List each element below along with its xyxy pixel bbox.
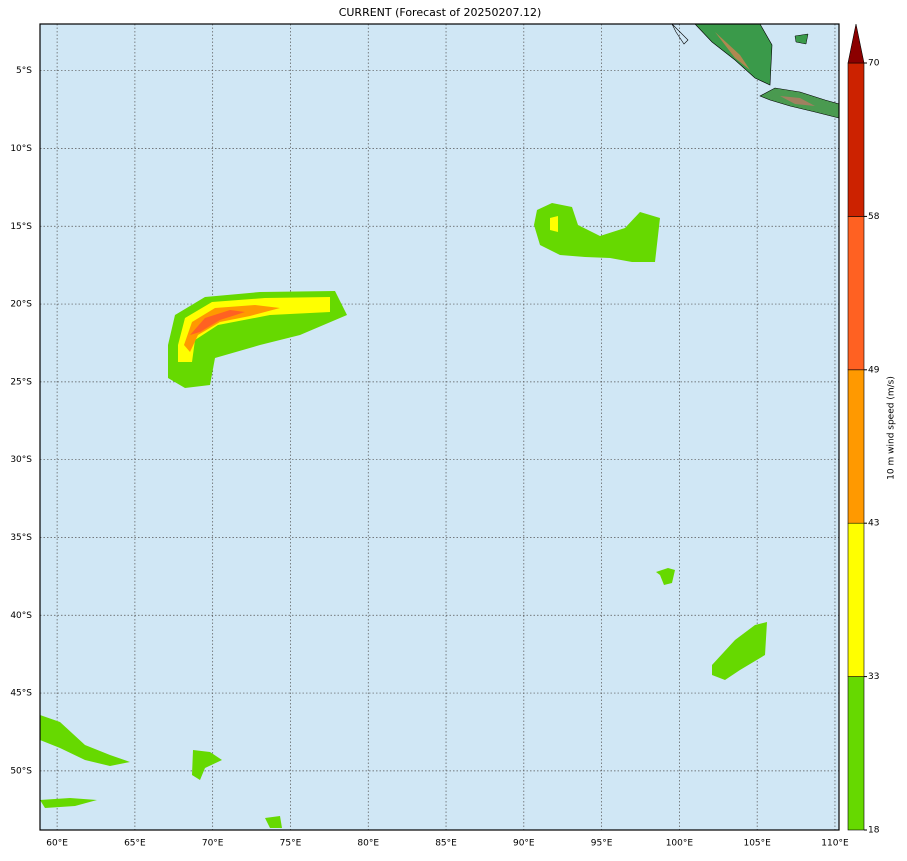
wind-region — [190, 310, 245, 335]
y-tick-label: 50°S — [10, 766, 32, 776]
wind-region — [656, 568, 675, 585]
plot-frame — [39, 23, 840, 831]
colorbar-segment — [847, 676, 865, 831]
wind-region — [550, 216, 558, 232]
wind-region — [534, 203, 660, 262]
ocean — [40, 24, 839, 830]
colorbar-label: 10 m wind speed (m/s) — [887, 376, 897, 480]
x-tick-label: 65°E — [124, 839, 146, 849]
colorbar-tick-label: 58 — [868, 212, 880, 222]
colorbar-tick-label: 33 — [868, 672, 879, 682]
y-tick-label: 45°S — [10, 689, 32, 699]
colorbar-tick-label: 49 — [868, 365, 880, 375]
x-tick-label: 80°E — [357, 839, 379, 849]
x-tick-label: 100°E — [666, 839, 694, 849]
wind-region — [712, 622, 767, 680]
wind-region — [192, 750, 222, 780]
x-tick-label: 90°E — [513, 839, 535, 849]
chart-title: CURRENT (Forecast of 20250207.12) — [339, 6, 542, 19]
x-tick-label: 110°E — [821, 839, 849, 849]
wind-region — [40, 798, 97, 808]
y-tick-label: 20°S — [10, 300, 32, 310]
land-relief — [780, 96, 815, 106]
land-island — [794, 33, 809, 45]
y-tick-label: 15°S — [10, 222, 32, 232]
x-tick-label: 60°E — [46, 839, 68, 849]
colorbar-segment — [847, 522, 865, 677]
land-relief — [715, 32, 750, 70]
colorbar-segment — [847, 216, 865, 371]
y-tick-label: 40°S — [10, 611, 32, 621]
wind-region — [184, 305, 280, 352]
y-tick-label: 35°S — [10, 533, 32, 543]
y-tick-label: 25°S — [10, 377, 32, 387]
colorbar-extend — [847, 23, 865, 64]
x-tick-label: 105°E — [743, 839, 771, 849]
colorbar-segment — [847, 369, 865, 524]
colorbar-tick-label: 18 — [868, 826, 880, 836]
colorbar: 18 33 43 49 58 70 — [847, 23, 880, 836]
wind-region — [265, 816, 282, 828]
x-tick-label: 95°E — [591, 839, 613, 849]
colorbar-tick-label: 70 — [868, 59, 880, 69]
colorbar-tick-label: 43 — [868, 519, 879, 529]
y-tick-label: 30°S — [10, 455, 32, 465]
wind-region — [40, 715, 130, 766]
y-tick-label: 10°S — [10, 144, 32, 154]
grid — [40, 24, 839, 830]
colorbar-segment — [847, 62, 865, 217]
x-tick-label: 85°E — [435, 839, 457, 849]
x-tick-label: 70°E — [202, 839, 224, 849]
y-tick-label: 5°S — [16, 66, 32, 76]
x-tick-label: 75°E — [280, 839, 302, 849]
coastline — [671, 23, 689, 45]
